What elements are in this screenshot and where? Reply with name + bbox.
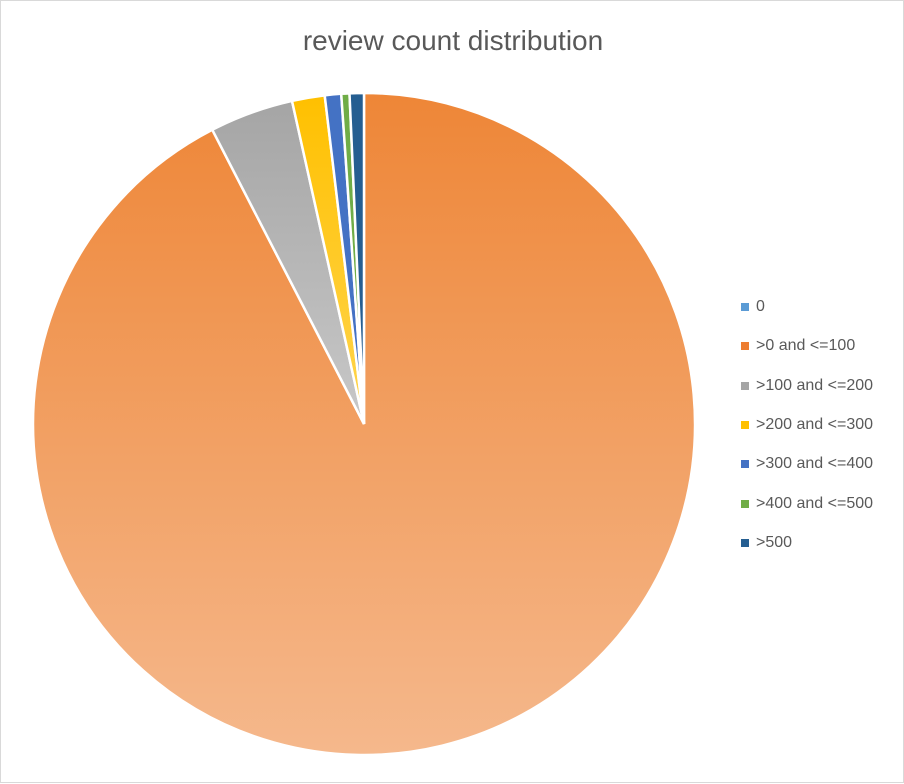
legend-swatch-icon	[741, 420, 749, 429]
legend-item-4: >300 and <=400	[728, 453, 873, 475]
legend-swatch-icon	[741, 381, 749, 390]
legend-label: 0	[756, 298, 765, 315]
legend-label: >400 and <=500	[756, 494, 874, 512]
chart-legend: 0 >0 and <=100 >100 and <=200 >200 and <=30…	[728, 288, 887, 561]
legend-label: >200 and <=300	[756, 415, 874, 433]
legend-swatch-icon	[741, 303, 749, 311]
legend-item-3: >200 and <=300	[728, 414, 873, 436]
chart-title: review count distribution	[302, 25, 604, 56]
legend-item-5: >400 and <=500	[728, 493, 873, 515]
legend-label: >300 and <=400	[756, 455, 874, 473]
legend-item-2: >100 and <=200	[728, 375, 873, 397]
legend-item-0: 0	[728, 296, 765, 318]
legend-swatch-icon	[741, 460, 749, 469]
legend-item-6: >500	[728, 532, 792, 554]
legend-swatch-icon	[741, 342, 749, 351]
pie-slice-6	[348, 91, 366, 425]
legend-swatch-icon	[741, 538, 749, 547]
legend-label: >100 and <=200	[756, 376, 874, 394]
legend-label: >0 and <=100	[756, 337, 856, 355]
legend-label: >500	[756, 533, 793, 551]
legend-swatch-icon	[741, 499, 749, 508]
legend-item-1: >0 and <=100	[728, 335, 855, 357]
